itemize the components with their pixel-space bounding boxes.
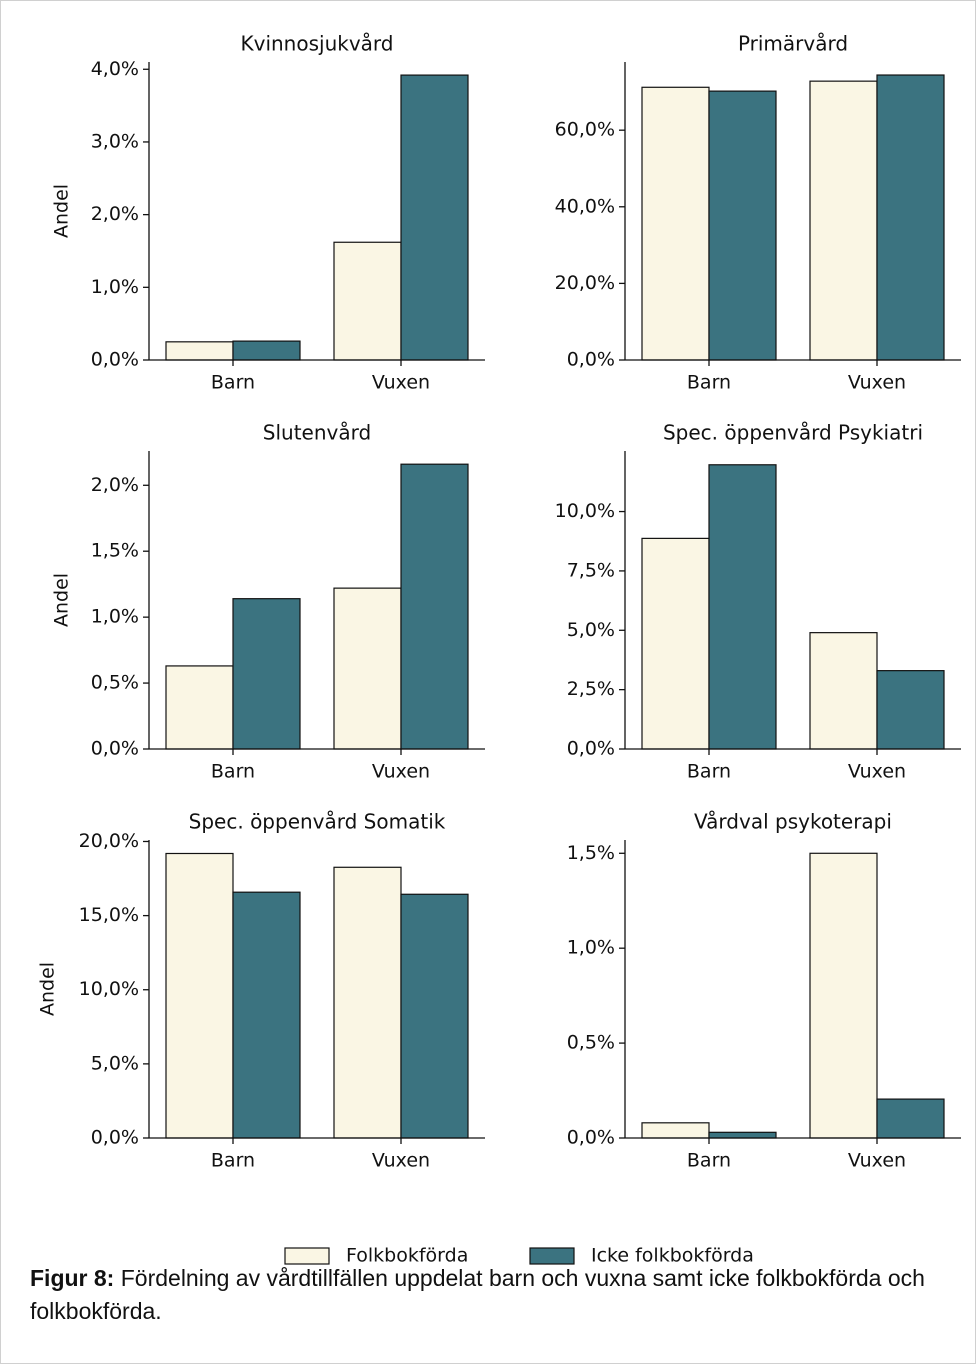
x-tick-label: Vuxen bbox=[372, 372, 430, 394]
y-tick-label: 15,0% bbox=[79, 904, 139, 926]
y-tick-label: 0,0% bbox=[91, 349, 139, 371]
y-tick-label: 0,5% bbox=[567, 1032, 615, 1054]
bar bbox=[333, 866, 402, 1139]
bar bbox=[165, 665, 234, 750]
bar bbox=[876, 670, 945, 750]
legend-label: Folkbokförda bbox=[346, 1245, 468, 1267]
y-tick-label: 1,5% bbox=[91, 540, 139, 562]
bar bbox=[400, 74, 469, 361]
y-tick-label: 2,5% bbox=[567, 678, 615, 700]
legend-swatch bbox=[284, 1247, 330, 1265]
bar bbox=[232, 340, 301, 361]
x-tick-label: Vuxen bbox=[848, 1150, 906, 1172]
bar bbox=[400, 893, 469, 1139]
x-tick-label: Barn bbox=[687, 761, 731, 783]
y-tick-label: 3,0% bbox=[91, 130, 139, 152]
x-tick-label: Barn bbox=[687, 372, 731, 394]
y-tick-label: 0,0% bbox=[91, 738, 139, 760]
bar bbox=[400, 463, 469, 750]
y-tick-label: 7,5% bbox=[567, 559, 615, 581]
y-tick-label: 0,0% bbox=[91, 1127, 139, 1149]
subplot-title: Kvinnosjukvård bbox=[241, 32, 394, 56]
caption-label: Figur 8: bbox=[30, 1265, 115, 1291]
bar bbox=[876, 1098, 945, 1139]
y-tick-label: 1,0% bbox=[91, 606, 139, 628]
x-tick-label: Vuxen bbox=[372, 761, 430, 783]
caption: Figur 8: Fördelning av vårdtillfällen up… bbox=[30, 1262, 950, 1328]
y-tick-label: 20,0% bbox=[79, 830, 139, 852]
bar bbox=[809, 80, 878, 361]
y-axis-label: Andel bbox=[37, 962, 59, 1016]
x-tick-label: Barn bbox=[211, 372, 255, 394]
y-tick-label: 10,0% bbox=[79, 978, 139, 1000]
x-tick-label: Barn bbox=[211, 761, 255, 783]
y-axis-label: Andel bbox=[51, 184, 73, 238]
bar bbox=[333, 241, 402, 361]
y-tick-label: 2,0% bbox=[91, 474, 139, 496]
subplot-title: Primärvård bbox=[738, 32, 848, 56]
bar bbox=[708, 1131, 777, 1139]
y-tick-label: 20,0% bbox=[555, 272, 615, 294]
x-tick-label: Vuxen bbox=[848, 372, 906, 394]
bar bbox=[809, 632, 878, 750]
legend-label: Icke folkbokförda bbox=[591, 1245, 754, 1267]
bar bbox=[641, 537, 710, 750]
subplot-title: Spec. öppenvård Psykiatri bbox=[663, 421, 923, 445]
y-tick-label: 5,0% bbox=[91, 1052, 139, 1074]
legend-swatch bbox=[529, 1247, 575, 1265]
y-tick-label: 1,5% bbox=[567, 842, 615, 864]
y-tick-label: 5,0% bbox=[567, 619, 615, 641]
x-tick-label: Vuxen bbox=[372, 1150, 430, 1172]
bar bbox=[232, 598, 301, 750]
caption-text: Fördelning av vårdtillfällen uppdelat ba… bbox=[30, 1265, 925, 1324]
y-tick-label: 40,0% bbox=[555, 195, 615, 217]
bar bbox=[641, 1122, 710, 1139]
y-axis-label: Andel bbox=[51, 573, 73, 627]
y-tick-label: 0,0% bbox=[567, 349, 615, 371]
x-tick-label: Vuxen bbox=[848, 761, 906, 783]
bar bbox=[165, 852, 234, 1139]
x-tick-label: Barn bbox=[211, 1150, 255, 1172]
y-tick-label: 1,0% bbox=[567, 937, 615, 959]
bar bbox=[708, 464, 777, 750]
y-tick-label: 1,0% bbox=[91, 276, 139, 298]
y-tick-label: 4,0% bbox=[91, 58, 139, 80]
bar bbox=[333, 587, 402, 750]
y-tick-label: 0,5% bbox=[91, 672, 139, 694]
bar bbox=[165, 341, 234, 361]
subplot-title: Spec. öppenvård Somatik bbox=[189, 810, 446, 834]
y-tick-label: 10,0% bbox=[555, 500, 615, 522]
bar bbox=[641, 86, 710, 361]
bar bbox=[876, 74, 945, 361]
y-tick-label: 0,0% bbox=[567, 738, 615, 760]
bar bbox=[809, 852, 878, 1139]
y-tick-label: 0,0% bbox=[567, 1127, 615, 1149]
subplot-title: Slutenvård bbox=[263, 421, 371, 445]
y-tick-label: 60,0% bbox=[555, 119, 615, 141]
subplot-title: Vårdval psykoterapi bbox=[694, 810, 892, 834]
bar bbox=[708, 90, 777, 361]
y-tick-label: 2,0% bbox=[91, 203, 139, 225]
x-tick-label: Barn bbox=[687, 1150, 731, 1172]
bar bbox=[232, 891, 301, 1139]
